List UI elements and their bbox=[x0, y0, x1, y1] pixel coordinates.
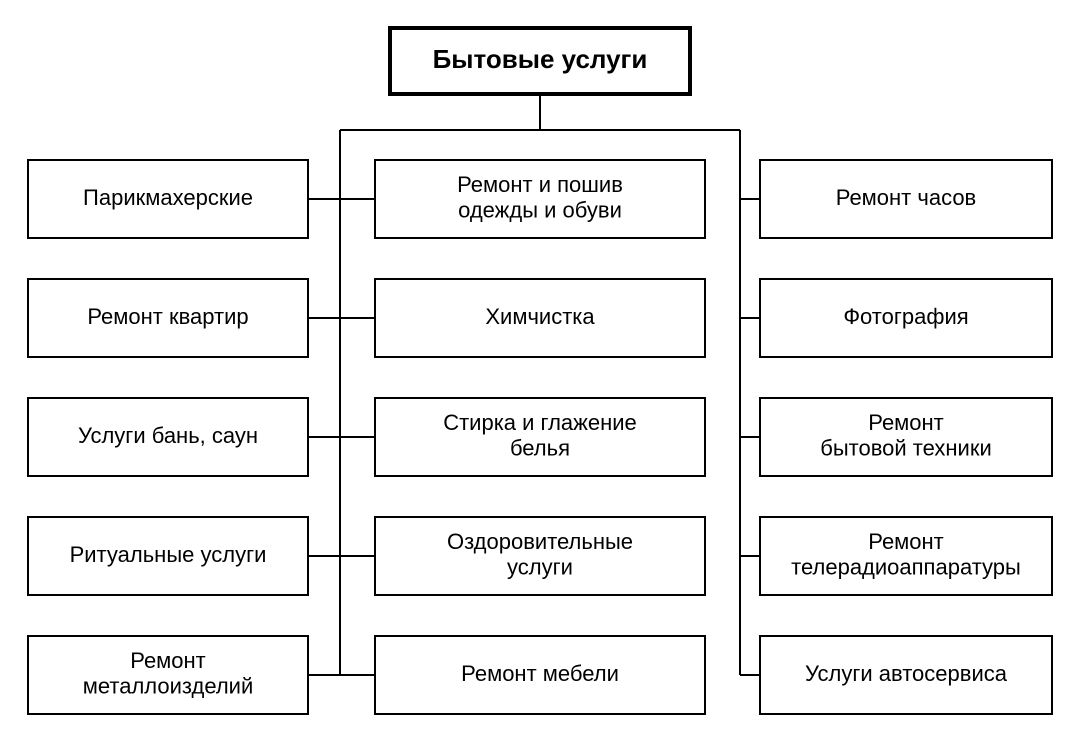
node-l3-label: Услуги бань, саун bbox=[78, 423, 258, 448]
node-c3-label: белья bbox=[510, 435, 570, 460]
node-c5-label: Ремонт мебели bbox=[461, 661, 619, 686]
node-r1-label: Ремонт часов bbox=[836, 185, 977, 210]
node-r2-label: Фотография bbox=[843, 304, 968, 329]
root-node: Бытовые услуги bbox=[390, 28, 690, 94]
node-r3-label: бытовой техники bbox=[820, 435, 992, 460]
node-c4-label: Оздоровительные bbox=[447, 529, 633, 554]
node-l2: Ремонт квартир bbox=[28, 279, 308, 357]
node-c3: Стирка и глажениебелья bbox=[375, 398, 705, 476]
node-r4-label: Ремонт bbox=[868, 529, 944, 554]
node-r3: Ремонтбытовой техники bbox=[760, 398, 1052, 476]
root-node-label: Бытовые услуги bbox=[433, 44, 648, 74]
org-chart: Бытовые услуги Парикмахерские Ремонт кварт… bbox=[0, 0, 1080, 747]
node-l3: Услуги бань, саун bbox=[28, 398, 308, 476]
node-r4: Ремонттелерадиоаппаратуры bbox=[760, 517, 1052, 595]
node-r5: Услуги автосервиса bbox=[760, 636, 1052, 714]
node-l4-label: Ритуальные услуги bbox=[70, 542, 267, 567]
node-l1-label: Парикмахерские bbox=[83, 185, 253, 210]
node-c4: Оздоровительныеуслуги bbox=[375, 517, 705, 595]
node-l5-label: металлоизделий bbox=[83, 673, 254, 698]
node-l4: Ритуальные услуги bbox=[28, 517, 308, 595]
node-c1: Ремонт и пошиводежды и обуви bbox=[375, 160, 705, 238]
node-r3-label: Ремонт bbox=[868, 410, 944, 435]
node-c1-label: Ремонт и пошив bbox=[457, 172, 623, 197]
node-r4-label: телерадиоаппаратуры bbox=[791, 554, 1021, 579]
node-l5-label: Ремонт bbox=[130, 648, 206, 673]
node-l2-label: Ремонт квартир bbox=[87, 304, 248, 329]
node-r5-label: Услуги автосервиса bbox=[805, 661, 1008, 686]
node-c3-label: Стирка и глажение bbox=[443, 410, 637, 435]
node-c5: Ремонт мебели bbox=[375, 636, 705, 714]
node-c2-label: Химчистка bbox=[485, 304, 595, 329]
node-c4-label: услуги bbox=[507, 554, 573, 579]
node-r1: Ремонт часов bbox=[760, 160, 1052, 238]
node-r2: Фотография bbox=[760, 279, 1052, 357]
node-l1: Парикмахерские bbox=[28, 160, 308, 238]
node-c2: Химчистка bbox=[375, 279, 705, 357]
node-c1-label: одежды и обуви bbox=[458, 197, 622, 222]
node-l5: Ремонтметаллоизделий bbox=[28, 636, 308, 714]
